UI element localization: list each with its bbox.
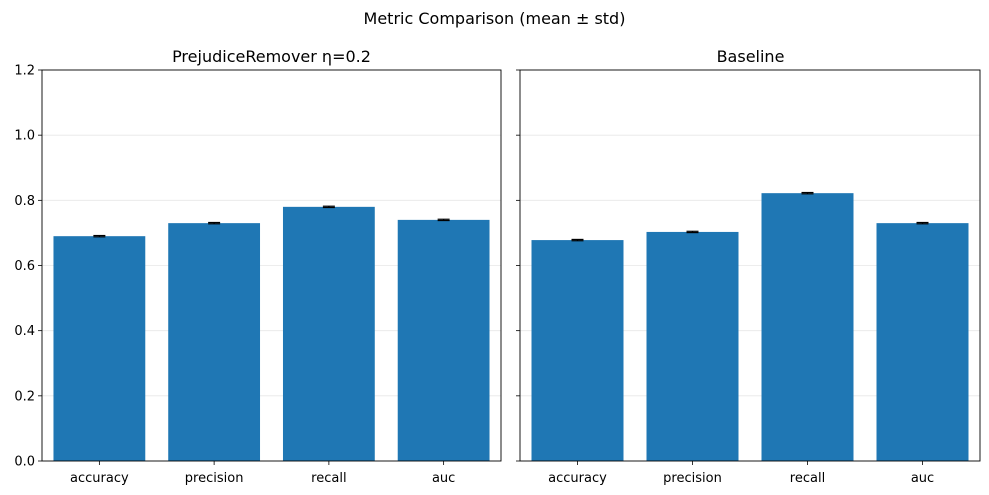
bar-recall bbox=[761, 193, 854, 462]
y-tick-label: 1.0 bbox=[14, 129, 35, 144]
axes-frame bbox=[519, 69, 981, 462]
bar-auc bbox=[876, 223, 969, 461]
y-tick-label: 0.8 bbox=[14, 194, 35, 209]
bar-auc bbox=[397, 219, 490, 461]
x-tick-label: precision bbox=[185, 471, 244, 486]
bar-precision bbox=[168, 223, 261, 461]
panel-title: Baseline bbox=[717, 47, 785, 66]
x-tick-label: precision bbox=[663, 471, 722, 486]
bar-recall bbox=[282, 206, 375, 461]
bar-precision bbox=[646, 231, 739, 461]
x-tick-label: accuracy bbox=[70, 471, 129, 486]
y-tick-label: 0.4 bbox=[14, 324, 35, 339]
x-tick-label: auc bbox=[432, 471, 455, 486]
bar-accuracy bbox=[53, 236, 146, 461]
chart-panel-baseline: Baseline accuracy precision recall auc bbox=[516, 47, 981, 486]
y-tick-label: 0.0 bbox=[14, 455, 35, 470]
figure-suptitle: Metric Comparison (mean ± std) bbox=[364, 9, 626, 28]
panel-title: PrejudiceRemover η=0.2 bbox=[172, 47, 371, 66]
y-tick-label: 0.2 bbox=[14, 389, 35, 404]
x-tick-label: auc bbox=[911, 471, 934, 486]
y-tick-label: 1.2 bbox=[14, 64, 35, 79]
x-tick-label: recall bbox=[790, 471, 825, 486]
x-tick-label: recall bbox=[311, 471, 346, 486]
y-tick-label: 0.6 bbox=[14, 259, 35, 274]
bar-accuracy bbox=[531, 240, 624, 461]
axes-frame bbox=[41, 69, 502, 462]
chart-panel-prejudice-remover: PrejudiceRemover η=0.2 accuracy precision… bbox=[14, 47, 502, 486]
x-tick-label: accuracy bbox=[548, 471, 607, 486]
